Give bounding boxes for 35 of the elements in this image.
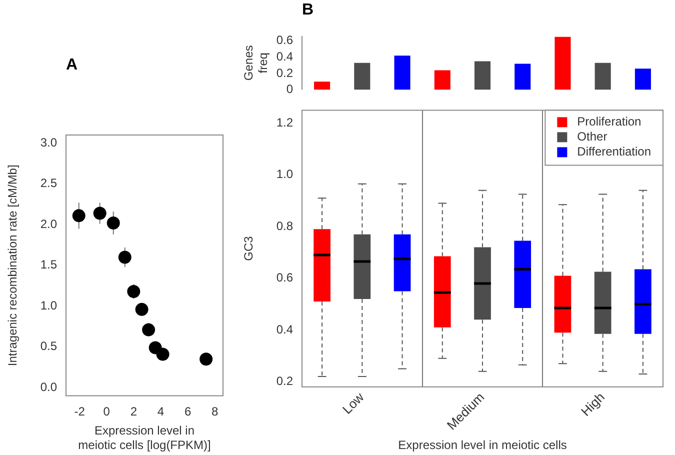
y-tick-label: 0.6	[276, 33, 294, 48]
y-tick-label: 0.4	[276, 50, 294, 64]
y-tick-label: 0.0	[40, 380, 58, 394]
y-tick-label: 0.4	[276, 322, 294, 336]
y-tick-label: 0.2	[276, 374, 294, 388]
y-axis-title: GC3	[242, 236, 256, 261]
x-tick-label: 4	[157, 404, 164, 418]
legend-label: Differentiation	[577, 144, 652, 159]
x-axis-title: Expression level in meiotic cells [log(FPKM)]	[78, 424, 211, 452]
y-tick-label: 0.5	[40, 339, 58, 354]
chart-title: B	[302, 1, 314, 18]
x-tick-label: -2	[74, 404, 86, 418]
x-axis-title: Expression level in meiotic cells	[398, 438, 567, 452]
x-tick-label: 2	[130, 404, 138, 418]
y-tick-label: 2.0	[40, 216, 58, 231]
y-tick-label: 1.5	[40, 258, 58, 272]
y-tick-label: 2.5	[40, 176, 58, 190]
y-tick-label: 0.2	[276, 66, 294, 80]
y-tick-label: 0.6	[276, 270, 294, 285]
x-tick-label: 6	[184, 404, 192, 418]
y-tick-label: 3.0	[40, 135, 58, 150]
y-axis-title: Intragenic recombination rate [cM/Mb]	[6, 164, 20, 366]
x-tick-label: 8	[212, 404, 219, 418]
y-tick-label: 1.0	[40, 298, 58, 312]
legend-label: Other	[577, 130, 608, 144]
y-axis-title: Genes freq	[242, 45, 270, 81]
y-tick-label: 0	[286, 82, 294, 96]
y-tick-label: 1.0	[276, 167, 294, 182]
y-tick-label: 0.8	[276, 218, 294, 233]
x-tick-label: Low	[339, 389, 368, 417]
y-tick-label: 1.2	[276, 115, 294, 130]
chart-title: A	[66, 56, 78, 74]
x-tick-label: 0	[103, 404, 110, 418]
x-tick-label: High	[578, 389, 608, 419]
legend-label: Proliferation	[577, 114, 642, 129]
